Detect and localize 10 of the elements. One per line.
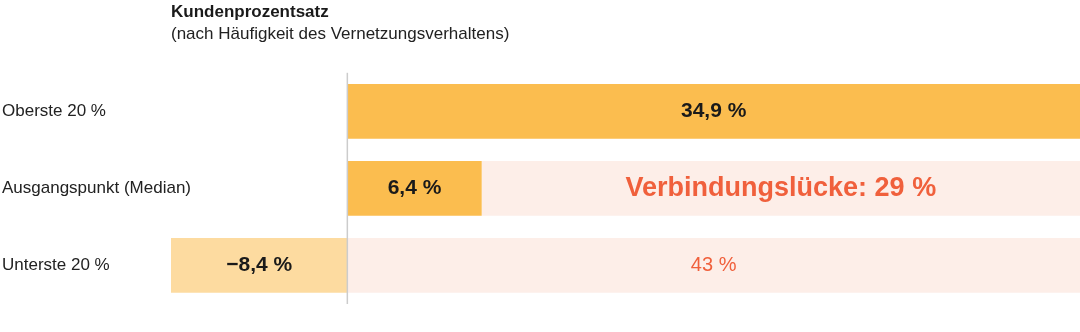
y-tick-label: Oberste 20 % <box>2 101 106 121</box>
data-label: 34,9 % <box>680 98 747 122</box>
data-label: 6,4 % <box>387 175 442 199</box>
data-label: −8,4 % <box>226 252 293 276</box>
chart-subtitle: (nach Häufigkeit des Vernetzungsverhaltens) <box>171 24 510 44</box>
annotation: Verbindungslücke: 29 % <box>625 171 937 202</box>
y-tick-label: Unterste 20 % <box>2 255 110 275</box>
chart-title: Kundenprozentsatz <box>171 1 329 21</box>
y-tick-label: Ausgangspunkt (Median) <box>2 178 192 198</box>
annotation: 43 % <box>690 252 737 275</box>
